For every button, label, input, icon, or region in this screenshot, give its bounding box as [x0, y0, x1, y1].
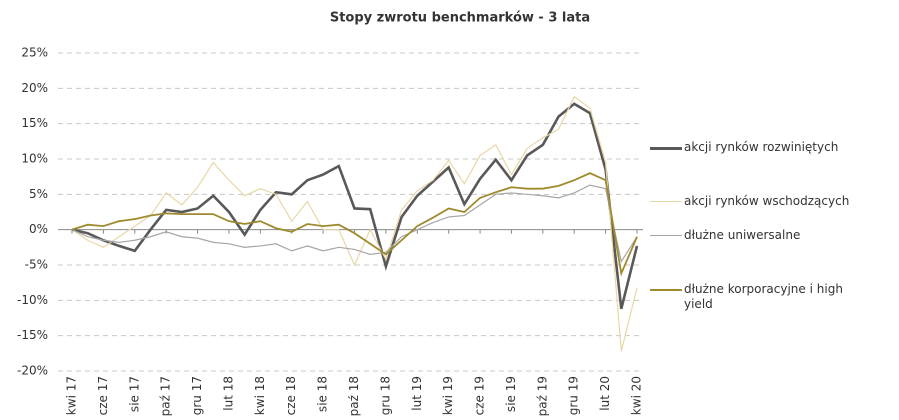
x-tick-label: lut 19 [410, 376, 424, 411]
x-tick-label: kwi 20 [630, 376, 644, 415]
legend-label: dłużne uniwersalne [684, 228, 801, 242]
legend-label: akcji rynków rozwiniętych [684, 140, 839, 154]
x-tick-label: paź 17 [159, 376, 173, 416]
x-tick-label: gru 18 [378, 376, 392, 415]
y-tick-label: -15% [17, 328, 48, 342]
legend-item: akcji rynków rozwiniętych [650, 140, 895, 155]
x-tick-label: sie 17 [127, 376, 141, 412]
y-tick-label: 5% [29, 187, 48, 201]
x-tick-label: kwi 19 [441, 376, 455, 415]
legend-swatch [650, 289, 682, 291]
x-tick-label: kwi 18 [253, 376, 267, 415]
x-tick-label: lut 20 [598, 376, 612, 411]
x-tick-label: gru 17 [190, 376, 204, 415]
legend-item: dłużne korporacyjne i high yield [650, 282, 895, 312]
x-tick-label: cze 17 [96, 376, 110, 415]
x-tick-label: sie 18 [316, 376, 330, 412]
y-tick-label: -5% [25, 258, 48, 272]
y-tick-label: 20% [21, 81, 48, 95]
x-tick-label: cze 18 [284, 376, 298, 415]
x-tick-label: paź 19 [535, 376, 549, 416]
x-tick-label: cze 19 [473, 376, 487, 415]
series-line [71, 95, 638, 352]
y-tick-label: 0% [29, 222, 48, 236]
x-tick-label: gru 19 [567, 376, 581, 415]
legend-item: akcji rynków wschodzących [650, 194, 895, 209]
series-line [71, 102, 639, 310]
legend-swatch [650, 147, 682, 150]
x-tick-label: sie 19 [504, 376, 518, 412]
series-line [71, 184, 638, 264]
series-line [71, 172, 638, 277]
y-tick-label: -20% [17, 364, 48, 378]
y-tick-label: 25% [21, 46, 48, 60]
legend-label: akcji rynków wschodzących [684, 194, 850, 208]
y-tick-label: 15% [21, 116, 48, 130]
x-tick-label: kwi 17 [65, 376, 79, 415]
y-tick-label: -10% [17, 293, 48, 307]
legend-swatch [650, 201, 682, 202]
legend-swatch [650, 235, 682, 236]
legend-label: dłużne korporacyjne i high yield [684, 282, 843, 311]
x-tick-label: lut 18 [221, 376, 235, 411]
chart-title: Stopy zwrotu benchmarków - 3 lata [330, 11, 590, 26]
legend-item: dłużne uniwersalne [650, 228, 895, 243]
x-tick-label: paź 18 [347, 376, 361, 416]
y-tick-label: 10% [21, 152, 48, 166]
